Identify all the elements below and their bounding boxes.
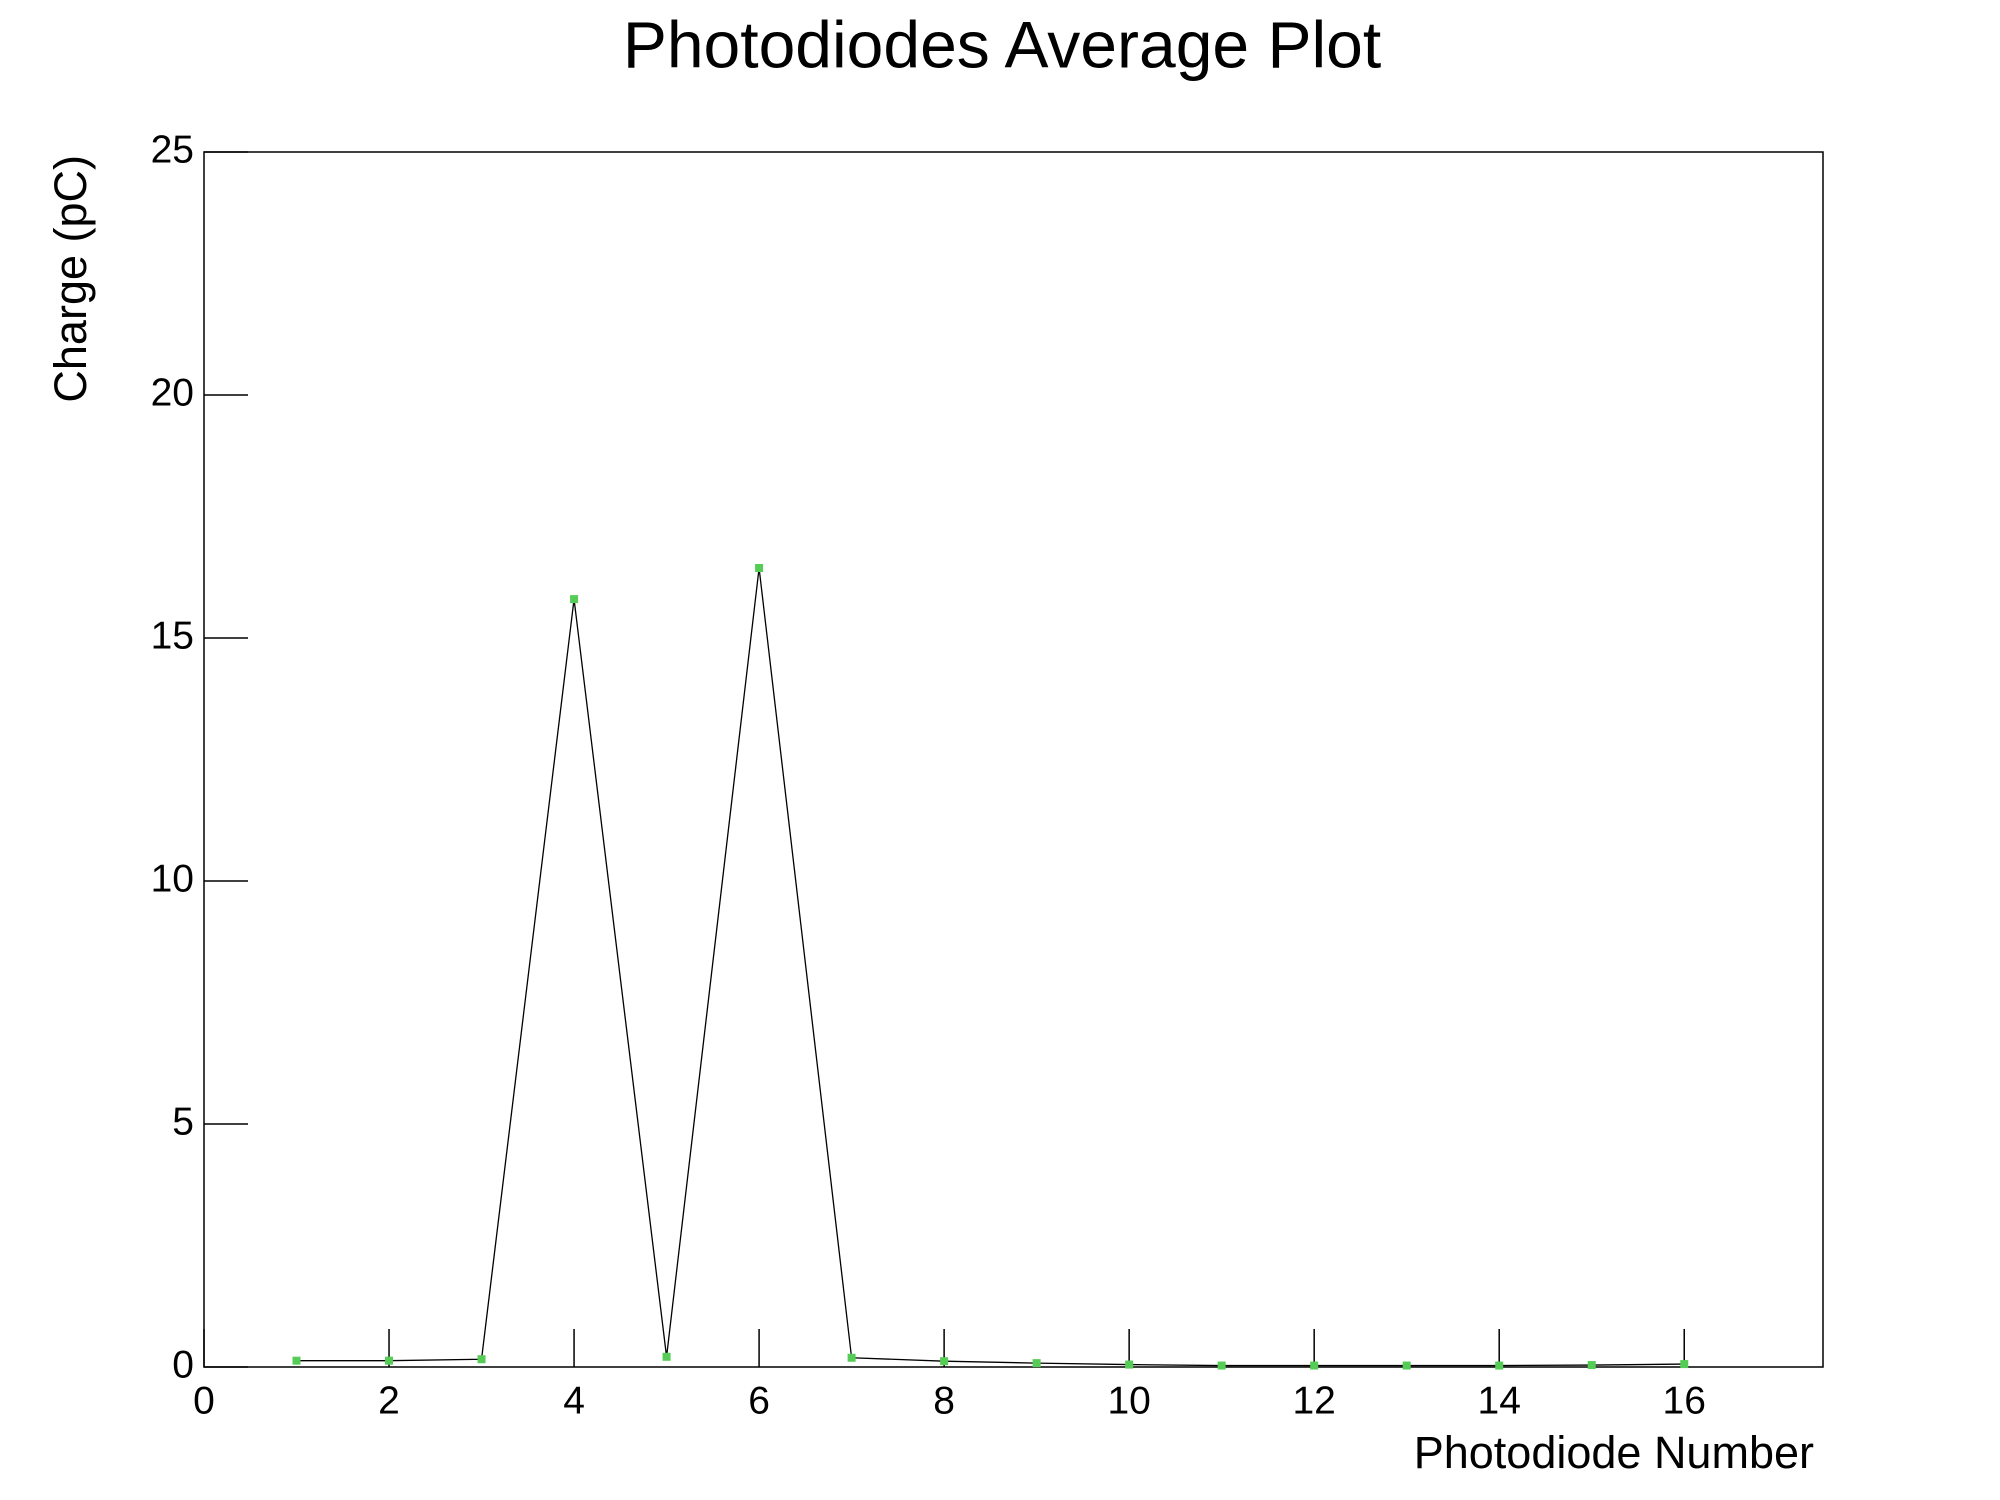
y-tick-label: 20	[151, 371, 194, 414]
point-marker	[662, 1352, 671, 1361]
point-marker	[477, 1355, 486, 1364]
y-tick-label: 5	[172, 1100, 194, 1143]
point-marker	[1125, 1360, 1134, 1369]
x-tick-label: 6	[748, 1379, 770, 1422]
y-tick-label: 0	[172, 1343, 194, 1386]
series-line	[296, 567, 1685, 1367]
x-tick-label: 14	[1478, 1379, 1521, 1422]
y-tick-label: 25	[151, 128, 194, 171]
x-tick-label: 12	[1292, 1379, 1335, 1422]
point-marker	[1495, 1361, 1504, 1370]
plot-frame	[203, 151, 1824, 1368]
y-tick-label: 10	[151, 857, 194, 900]
x-tick-label: 10	[1107, 1379, 1150, 1422]
x-tick-label: 2	[378, 1379, 400, 1422]
point-marker	[1310, 1361, 1319, 1370]
x-tick-label: 16	[1663, 1379, 1706, 1422]
point-marker	[385, 1356, 394, 1365]
point-marker	[940, 1357, 949, 1366]
point-marker	[1217, 1361, 1226, 1370]
y-axis-label: Charge (pC)	[45, 155, 96, 403]
point-marker	[1402, 1361, 1411, 1370]
x-tick-label: 0	[193, 1379, 215, 1422]
point-marker	[1587, 1361, 1596, 1370]
x-axis-label: Photodiode Number	[1414, 1427, 1814, 1478]
point-marker	[570, 595, 579, 604]
y-tick-label: 15	[151, 614, 194, 657]
point-marker	[755, 564, 764, 573]
chart-title: Photodiodes Average Plot	[623, 7, 1381, 81]
point-marker	[292, 1356, 301, 1365]
point-marker	[1032, 1359, 1041, 1368]
point-marker	[1680, 1360, 1689, 1369]
x-tick-label: 4	[563, 1379, 585, 1422]
point-marker	[847, 1353, 856, 1362]
x-tick-label: 8	[933, 1379, 955, 1422]
